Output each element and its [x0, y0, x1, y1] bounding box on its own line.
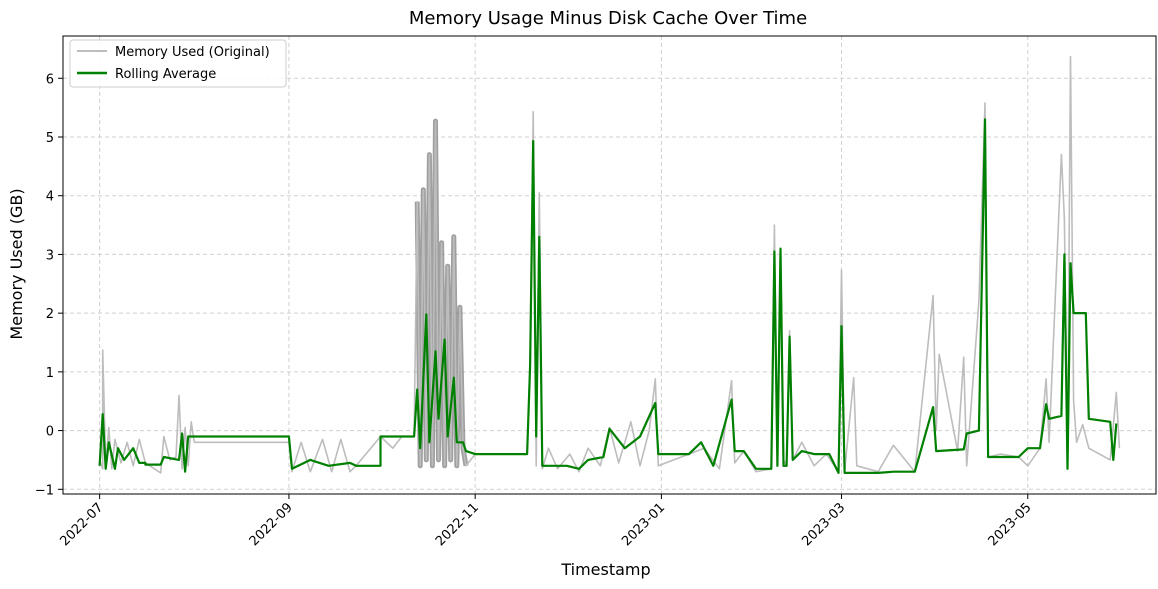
y-tick-label: 3: [46, 248, 54, 263]
y-tick-label: 0: [46, 425, 54, 440]
series-lines: [98, 55, 1121, 474]
series-line-rolling-average: [98, 118, 1118, 474]
y-axis-label: Memory Used (GB): [7, 188, 26, 339]
y-tick-label: 2: [46, 307, 54, 322]
y-axis-ticks: −1 0 1 2 3 4 5 6: [35, 72, 63, 498]
legend-label-rolling-average: Rolling Average: [115, 67, 216, 82]
chart-title: Memory Usage Minus Disk Cache Over Time: [409, 8, 807, 29]
legend-label-original: Memory Used (Original): [115, 45, 270, 60]
y-tick-label: 6: [46, 72, 54, 87]
y-tick-label: −1: [35, 483, 54, 498]
x-axis-label: Timestamp: [560, 560, 650, 579]
y-tick-label: 4: [46, 190, 54, 205]
legend: Memory Used (Original) Rolling Average: [69, 39, 287, 88]
plot-frame: [62, 35, 1157, 495]
gridlines: [63, 36, 1156, 494]
series-line-original: [98, 55, 1121, 474]
y-tick-label: 1: [46, 366, 54, 381]
legend-box: [69, 39, 287, 88]
y-tick-label: 5: [46, 131, 54, 146]
